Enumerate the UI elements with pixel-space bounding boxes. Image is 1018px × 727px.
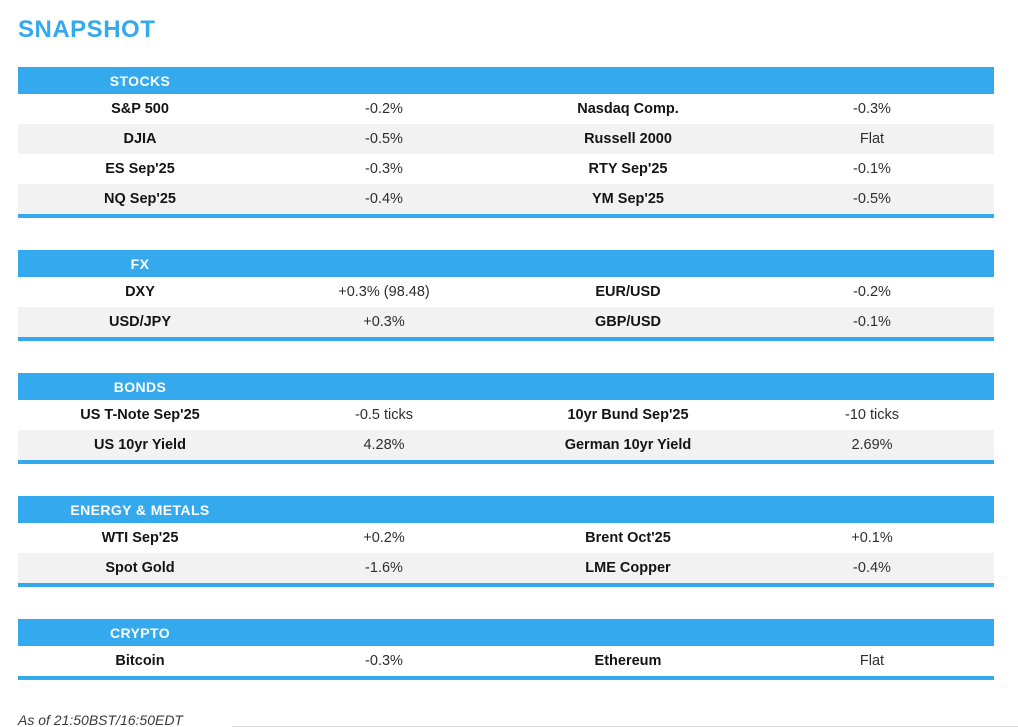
table-row: ES Sep'25 -0.3% RTY Sep'25 -0.1% (18, 154, 994, 184)
table-row: US 10yr Yield 4.28% German 10yr Yield 2.69% (18, 430, 994, 460)
instrument-value: -0.4% (853, 559, 891, 576)
section-title: CRYPTO (110, 624, 170, 641)
instrument-value: -0.4% (365, 190, 403, 207)
instrument-value: -0.3% (365, 160, 403, 177)
table-row: Spot Gold -1.6% LME Copper -0.4% (18, 553, 994, 583)
instrument-label: US 10yr Yield (94, 436, 186, 453)
section-energy-metals: ENERGY & METALS WTI Sep'25 +0.2% Brent Oct'… (18, 496, 994, 587)
section-title: STOCKS (109, 72, 171, 89)
instrument-label: EUR/USD (595, 283, 661, 300)
instrument-label: LME Copper (585, 559, 671, 576)
section-title: FX (130, 255, 150, 272)
instrument-value: -0.3% (853, 100, 891, 117)
section-stocks: STOCKS S&P 500 -0.2% Nasdaq Comp. -0.3% DJIA -… (18, 67, 994, 218)
instrument-value: 4.28% (363, 436, 405, 453)
instrument-value: +0.3% (98.48) (338, 283, 430, 300)
instrument-value: -0.1% (853, 160, 891, 177)
instrument-value: -0.5 ticks (354, 406, 413, 423)
instrument-value: -0.2% (365, 100, 403, 117)
instrument-value: -0.2% (853, 283, 891, 300)
instrument-label: 10yr Bund Sep'25 (567, 406, 689, 423)
section-title: BONDS (113, 378, 167, 395)
table-row: NQ Sep'25 -0.4% YM Sep'25 -0.5% (18, 184, 994, 214)
instrument-label: Nasdaq Comp. (577, 100, 679, 117)
section-header-fx: FX (18, 250, 994, 277)
section-fx: FX DXY +0.3% (98.48) EUR/USD -0.2% USD/JPY +0.… (18, 250, 994, 341)
instrument-label: German 10yr Yield (564, 436, 692, 453)
instrument-value: +0.1% (851, 529, 893, 546)
table-row: WTI Sep'25 +0.2% Brent Oct'25 +0.1% (18, 523, 994, 553)
instrument-label: US T-Note Sep'25 (80, 406, 200, 423)
page-title: SNAPSHOT (18, 16, 156, 43)
instrument-label: WTI Sep'25 (101, 529, 179, 546)
sections-container: STOCKS S&P 500 -0.2% Nasdaq Comp. -0.3% DJIA -… (18, 67, 1018, 680)
section-header-crypto: CRYPTO (18, 619, 994, 646)
instrument-value: -10 ticks (845, 406, 899, 423)
section-header-energy-metals: ENERGY & METALS (18, 496, 994, 523)
section-crypto: CRYPTO Bitcoin -0.3% Ethereum Flat (18, 619, 994, 680)
table-row: US T-Note Sep'25 -0.5 ticks 10yr Bund Sep'… (18, 400, 994, 430)
table-row: Bitcoin -0.3% Ethereum Flat (18, 646, 994, 676)
instrument-label: Ethereum (594, 652, 662, 669)
table-row: USD/JPY +0.3% GBP/USD -0.1% (18, 307, 994, 337)
instrument-value: -0.3% (365, 652, 403, 669)
instrument-label: Spot Gold (105, 559, 175, 576)
instrument-value: -0.5% (365, 130, 403, 147)
instrument-label: USD/JPY (108, 313, 172, 330)
instrument-label: NQ Sep'25 (104, 190, 176, 207)
instrument-value: +0.3% (363, 313, 405, 330)
instrument-value: -1.6% (365, 559, 403, 576)
section-bonds: BONDS US T-Note Sep'25 -0.5 ticks 10yr Bund… (18, 373, 994, 464)
instrument-label: ES Sep'25 (105, 160, 175, 177)
instrument-label: RTY Sep'25 (588, 160, 668, 177)
instrument-value: 2.69% (851, 436, 893, 453)
instrument-label: S&P 500 (111, 100, 169, 117)
instrument-label: DXY (125, 283, 155, 300)
section-header-stocks: STOCKS (18, 67, 994, 94)
table-row: S&P 500 -0.2% Nasdaq Comp. -0.3% (18, 94, 994, 124)
table-row: DXY +0.3% (98.48) EUR/USD -0.2% (18, 277, 994, 307)
instrument-value: Flat (859, 652, 885, 669)
instrument-value: -0.5% (853, 190, 891, 207)
instrument-label: GBP/USD (594, 313, 662, 330)
section-header-bonds: BONDS (18, 373, 994, 400)
timestamp-note: As of 21:50BST/16:50EDT (18, 712, 183, 727)
section-title: ENERGY & METALS (70, 501, 210, 518)
instrument-label: Brent Oct'25 (585, 529, 671, 546)
instrument-label: YM Sep'25 (592, 190, 664, 207)
instrument-value: +0.2% (363, 529, 405, 546)
instrument-label: DJIA (123, 130, 157, 147)
instrument-value: -0.1% (853, 313, 891, 330)
table-row: DJIA -0.5% Russell 2000 Flat (18, 124, 994, 154)
instrument-label: Russell 2000 (584, 130, 672, 147)
instrument-value: Flat (859, 130, 885, 147)
instrument-label: Bitcoin (115, 652, 165, 669)
